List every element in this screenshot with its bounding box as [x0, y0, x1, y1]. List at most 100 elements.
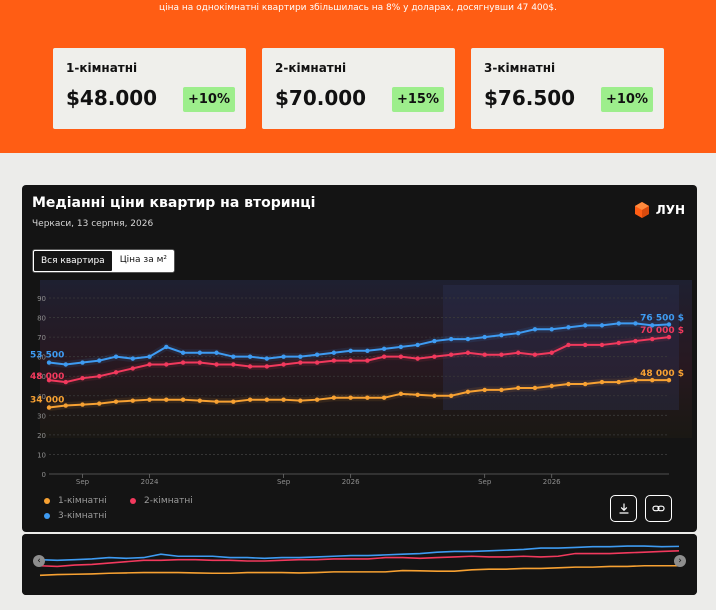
- legend-dot-2-room: [130, 498, 136, 504]
- panel-title: Медіанні ціни квартир на вторинці: [32, 195, 316, 211]
- series-line-3: [48, 322, 670, 366]
- data-point: [398, 391, 404, 397]
- data-point: [63, 403, 68, 408]
- y-tick-label: 10: [37, 451, 46, 459]
- data-point: [549, 327, 554, 332]
- tab-price-per-m2[interactable]: Ціна за м²: [112, 250, 174, 272]
- legend-dot-1-room: [44, 498, 50, 504]
- data-point: [482, 352, 487, 357]
- data-point: [147, 362, 152, 367]
- data-point: [197, 360, 203, 365]
- y-tick-label: 50: [37, 373, 46, 381]
- data-point: [482, 387, 487, 393]
- data-point: [398, 344, 404, 350]
- data-point: [264, 356, 270, 361]
- stat-title: 2-кімнатні: [275, 61, 347, 75]
- stat-change-badge: +15%: [392, 87, 444, 112]
- y-tick-label: 90: [37, 295, 46, 303]
- data-point: [331, 395, 337, 400]
- data-point: [314, 352, 320, 357]
- y-tick-label: 40: [37, 393, 46, 401]
- data-point: [247, 354, 253, 359]
- data-point: [583, 381, 588, 387]
- legend-label-1-room: 1-кімнатні: [58, 496, 107, 506]
- data-point: [633, 377, 638, 383]
- data-point: [482, 334, 487, 340]
- data-point: [180, 360, 186, 365]
- y-tick-label: 30: [37, 412, 46, 420]
- data-point: [231, 399, 236, 404]
- data-point: [247, 397, 253, 402]
- chart-panel: Медіанні ціни квартир на вторинці Черкас…: [22, 185, 697, 532]
- navigator-left-button[interactable]: ‹: [33, 555, 45, 567]
- data-point: [599, 342, 605, 348]
- tab-group: Вся квартира Ціна за м²: [32, 249, 175, 273]
- y-tick-label: 80: [37, 315, 46, 323]
- series-line-2: [48, 336, 670, 384]
- data-point: [314, 397, 320, 402]
- download-button[interactable]: [610, 495, 637, 522]
- y-tick-label: 70: [37, 334, 46, 342]
- data-point: [532, 385, 538, 391]
- mini-background: [22, 534, 697, 595]
- legend-item-2-room: 2-кімнатні: [130, 496, 193, 506]
- data-point: [180, 397, 186, 402]
- data-point: [666, 334, 672, 340]
- mini-series-line-1: [39, 564, 679, 577]
- stat-title: 1-кімнатні: [66, 61, 138, 75]
- panel-subtitle: Черкаси, 13 серпня, 2026: [32, 219, 154, 229]
- data-point: [63, 379, 68, 385]
- data-point: [97, 374, 102, 379]
- navigator-right-button[interactable]: ›: [674, 555, 686, 567]
- data-point: [566, 381, 571, 387]
- data-point: [314, 360, 320, 365]
- data-point: [532, 352, 538, 357]
- series-start-label: 48 000: [30, 372, 64, 382]
- brand: ЛУН: [633, 201, 685, 219]
- data-point: [80, 360, 85, 365]
- series-start-label: 34 000: [30, 396, 64, 406]
- data-point: [549, 350, 554, 355]
- tab-whole-apartment[interactable]: Вся квартира: [33, 250, 113, 272]
- data-point: [80, 402, 85, 407]
- data-point: [616, 340, 621, 346]
- stat-card-2-room: 2-кімнатні $70.000 +15%: [262, 48, 455, 129]
- range-navigator[interactable]: ‹ ›: [22, 534, 697, 595]
- data-point: [515, 331, 521, 336]
- data-point: [348, 348, 353, 353]
- mini-series-line-3: [39, 545, 680, 562]
- data-point: [46, 377, 52, 383]
- series-end-label: 48 000 $: [640, 369, 684, 379]
- stat-price: $70.000: [275, 86, 367, 110]
- download-icon: [618, 502, 629, 514]
- data-point: [130, 356, 135, 361]
- hero-text: ціна на однокімнатні квартири збільшилас…: [159, 3, 557, 13]
- data-point: [147, 354, 152, 359]
- data-point: [650, 377, 655, 383]
- data-point: [264, 397, 270, 402]
- data-point: [281, 397, 286, 402]
- x-tick-label: 2024: [141, 478, 159, 486]
- x-tick-label: 2026: [543, 478, 561, 486]
- data-point: [465, 336, 471, 342]
- copy-link-button[interactable]: [645, 495, 672, 522]
- series-end-label: 70 000 $: [640, 326, 684, 336]
- hero-banner: ціна на однокімнатні квартири збільшилас…: [0, 0, 716, 153]
- data-point: [281, 354, 286, 359]
- data-point: [465, 350, 471, 355]
- data-point: [583, 323, 588, 328]
- data-point: [666, 322, 672, 327]
- data-point: [432, 354, 437, 359]
- stat-price: $76.500: [484, 86, 576, 110]
- data-point: [281, 362, 286, 367]
- data-point: [432, 338, 437, 344]
- data-point: [214, 350, 219, 355]
- mini-series-line-2: [39, 550, 680, 568]
- data-point: [415, 356, 420, 361]
- data-point: [549, 383, 554, 389]
- stat-title: 3-кімнатні: [484, 61, 556, 75]
- data-point: [415, 392, 420, 397]
- data-point: [566, 342, 571, 348]
- lun-logo-icon: [634, 202, 649, 218]
- mini-overview-chart: [22, 534, 697, 595]
